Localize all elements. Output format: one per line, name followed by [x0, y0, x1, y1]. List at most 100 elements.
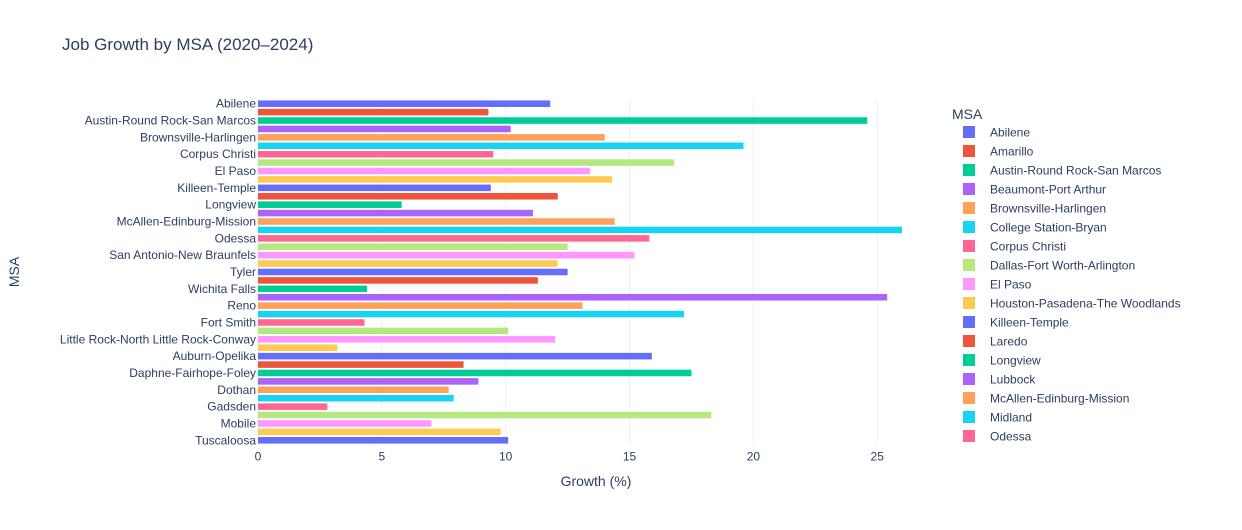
legend-item[interactable]: McAllen-Edinburg-Mission — [963, 392, 1129, 406]
y-tick-label: Auburn-Opelika — [173, 349, 257, 363]
y-tick-label: Austin-Round Rock-San Marcos — [85, 114, 256, 128]
legend-item[interactable]: Abilene — [963, 126, 1030, 140]
legend-swatch — [963, 373, 975, 385]
legend-item[interactable]: Lubbock — [963, 373, 1036, 387]
legend-item[interactable]: Beaumont-Port Arthur — [963, 183, 1106, 197]
legend-item[interactable]: College Station-Bryan — [963, 221, 1107, 235]
bar[interactable] — [258, 386, 449, 394]
y-tick-label: Gadsden — [207, 400, 256, 414]
y-tick-label: Killeen-Temple — [177, 181, 256, 195]
bar[interactable] — [258, 437, 509, 444]
y-tick-label: Abilene — [216, 97, 256, 111]
legend-swatch — [963, 221, 975, 233]
bar[interactable] — [258, 142, 744, 150]
bar[interactable] — [258, 235, 650, 242]
bar[interactable] — [258, 201, 402, 208]
bar[interactable] — [258, 319, 365, 326]
legend-label: Austin-Round Rock-San Marcos — [990, 164, 1161, 178]
bar[interactable] — [258, 251, 635, 259]
legend-item[interactable]: El Paso — [963, 278, 1032, 292]
bar[interactable] — [258, 277, 538, 284]
legend-label: McAllen-Edinburg-Mission — [990, 392, 1129, 406]
bar[interactable] — [258, 344, 338, 352]
bar[interactable] — [258, 411, 712, 419]
bar[interactable] — [258, 310, 685, 318]
legend-item[interactable]: Odessa — [963, 430, 1032, 444]
x-tick-labels: 0 5 10 15 20 25 — [255, 450, 885, 464]
bar[interactable] — [258, 378, 479, 385]
bar[interactable] — [258, 327, 509, 335]
legend-item[interactable]: Corpus Christi — [963, 240, 1066, 254]
bar[interactable] — [258, 293, 888, 301]
legend-item[interactable]: Killeen-Temple — [963, 316, 1069, 330]
bar[interactable] — [258, 159, 675, 166]
bar[interactable] — [258, 336, 556, 343]
legend-swatch — [963, 202, 975, 214]
legend-item[interactable]: Midland — [963, 411, 1032, 425]
legend-swatch — [963, 259, 975, 271]
bar[interactable] — [258, 420, 432, 427]
x-tick-label: 0 — [255, 450, 262, 464]
legend-swatch — [963, 164, 975, 176]
legend-item[interactable]: Amarillo — [963, 145, 1034, 159]
bar[interactable] — [258, 167, 590, 175]
bar[interactable] — [258, 369, 692, 377]
bar[interactable] — [258, 150, 494, 158]
legend-item[interactable]: Houston-Pasadena-The Woodlands — [963, 297, 1181, 311]
y-tick-label: Brownsville-Harlingen — [140, 130, 256, 144]
bar[interactable] — [258, 192, 558, 200]
legend-item[interactable]: Longview — [963, 354, 1041, 368]
bar[interactable] — [258, 260, 558, 267]
bar[interactable] — [258, 108, 489, 116]
y-axis-label: MSA — [6, 256, 22, 287]
y-tick-label: Wichita Falls — [188, 282, 256, 296]
bar[interactable] — [258, 352, 652, 360]
bar[interactable] — [258, 117, 868, 124]
bar[interactable] — [258, 268, 568, 276]
legend-swatch — [963, 316, 975, 328]
legend-item[interactable]: Laredo — [963, 335, 1028, 349]
legend-swatch — [963, 297, 975, 309]
bar[interactable] — [258, 176, 613, 183]
legend[interactable]: Abilene Amarillo Austin-Round Rock-San Mar… — [963, 126, 1181, 444]
x-tick-label: 25 — [871, 450, 885, 464]
legend-swatch — [963, 335, 975, 347]
bar[interactable] — [258, 361, 464, 368]
legend-item[interactable]: Dallas-Fort Worth-Arlington — [963, 259, 1135, 273]
bar[interactable] — [258, 403, 328, 410]
bar[interactable] — [258, 184, 491, 192]
x-tick-label: 15 — [623, 450, 637, 464]
bar[interactable] — [258, 302, 583, 309]
y-tick-labels: Abilene Austin-Round Rock-San Marcos Brown… — [60, 97, 256, 448]
bar[interactable] — [258, 285, 367, 293]
bar[interactable] — [258, 100, 551, 107]
bar[interactable] — [258, 226, 902, 234]
legend-label: Lubbock — [990, 373, 1036, 387]
legend-item[interactable]: Brownsville-Harlingen — [963, 202, 1106, 216]
legend-label: Houston-Pasadena-The Woodlands — [990, 297, 1181, 311]
y-tick-label: El Paso — [215, 164, 257, 178]
legend-label: Midland — [990, 411, 1032, 425]
y-tick-label: Mobile — [221, 416, 257, 430]
legend-swatch — [963, 354, 975, 366]
y-tick-label: Little Rock-North Little Rock-Conway — [60, 332, 256, 346]
y-tick-label: Reno — [227, 299, 256, 313]
bar[interactable] — [258, 428, 501, 436]
bar[interactable] — [258, 134, 605, 141]
legend-item[interactable]: Austin-Round Rock-San Marcos — [963, 164, 1161, 178]
bar[interactable] — [258, 209, 533, 217]
legend-label: Odessa — [990, 430, 1032, 444]
y-tick-label: San Antonio-New Braunfels — [109, 248, 256, 262]
legend-swatch — [963, 278, 975, 290]
bar[interactable] — [258, 243, 568, 251]
legend-swatch — [963, 430, 975, 442]
legend-swatch — [963, 240, 975, 252]
y-tick-label: Fort Smith — [201, 315, 256, 329]
legend-label: Dallas-Fort Worth-Arlington — [990, 259, 1135, 273]
bar[interactable] — [258, 394, 454, 402]
bar[interactable] — [258, 125, 511, 133]
legend-label: College Station-Bryan — [990, 221, 1107, 235]
bar[interactable] — [258, 218, 615, 225]
legend-label: Longview — [990, 354, 1041, 368]
